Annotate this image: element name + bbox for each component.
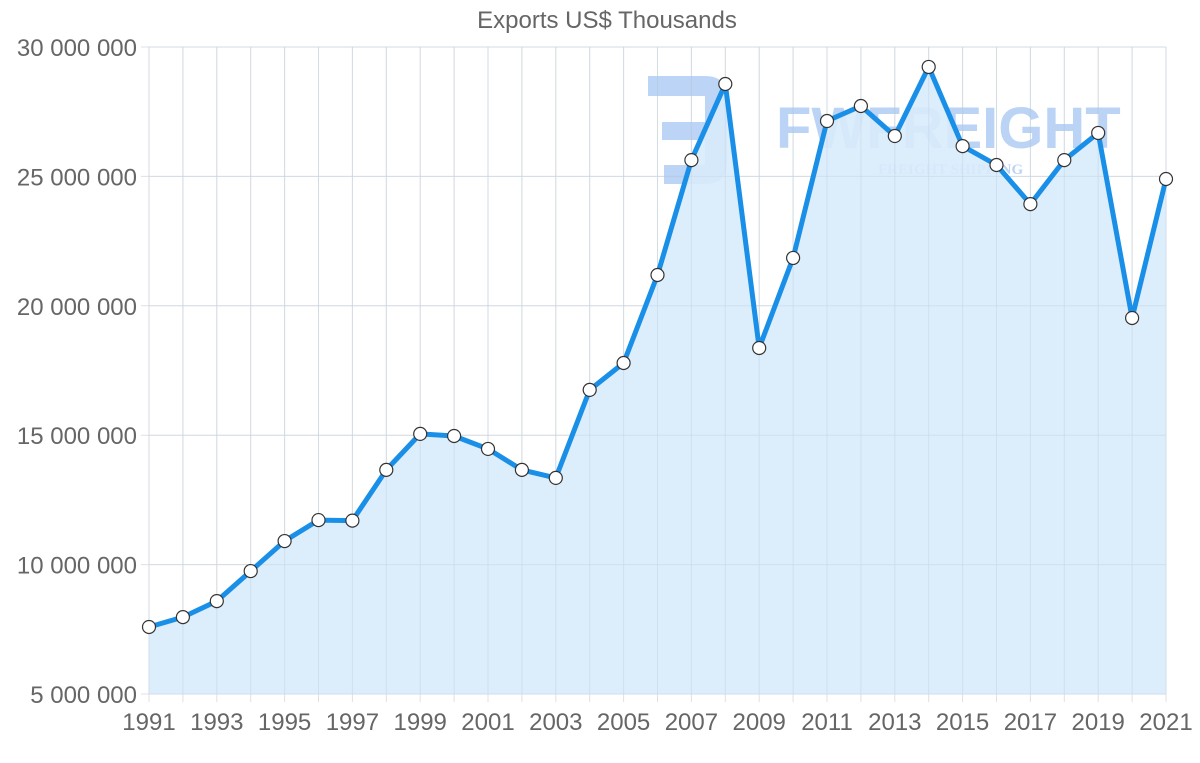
data-point-1997[interactable]	[345, 513, 360, 528]
data-point-2016[interactable]	[989, 157, 1004, 173]
x-tick-label: 2001	[461, 709, 514, 736]
x-tick-label: 2007	[665, 709, 718, 736]
y-tick-label: 25 000 000	[17, 164, 137, 191]
x-tick-label: 2003	[529, 709, 582, 736]
x-tick-label: 1995	[258, 709, 311, 736]
x-tick-label: 2019	[1072, 709, 1125, 736]
data-points	[141, 59, 1174, 635]
x-tick-label: 2017	[1004, 709, 1057, 736]
data-point-2006[interactable]	[650, 267, 665, 283]
data-point-2012[interactable]	[853, 98, 869, 114]
data-point-2019[interactable]	[1091, 125, 1106, 141]
data-point-2004[interactable]	[582, 382, 597, 398]
data-point-2011[interactable]	[819, 113, 835, 129]
x-tick-label: 1997	[326, 709, 379, 736]
data-point-1999[interactable]	[413, 426, 428, 442]
data-point-2005[interactable]	[616, 355, 631, 371]
y-tick-label: 30 000 000	[17, 35, 137, 62]
y-axis: 5 000 000 10 000 000 15 000 000 20 000 000 2…	[17, 35, 137, 709]
data-point-1996[interactable]	[311, 512, 326, 528]
y-tick-label: 10 000 000	[17, 553, 137, 580]
data-point-1994[interactable]	[243, 563, 258, 579]
data-point-2014[interactable]	[921, 59, 936, 75]
x-tick-label: 2005	[597, 709, 650, 736]
data-point-2013[interactable]	[887, 128, 902, 144]
data-point-2007[interactable]	[684, 152, 699, 168]
data-point-2010[interactable]	[785, 250, 801, 266]
data-point-2003[interactable]	[548, 470, 563, 486]
data-point-2020[interactable]	[1124, 310, 1140, 326]
data-point-1993[interactable]	[209, 593, 224, 609]
y-tick-label: 15 000 000	[17, 423, 137, 450]
data-point-1998[interactable]	[379, 462, 394, 477]
y-tick-label: 5 000 000	[30, 682, 137, 709]
x-axis: 1991 1993 1995 1997 1999 2001 2003 2005 2007 2009…	[122, 709, 1192, 736]
data-point-2001[interactable]	[480, 441, 496, 457]
data-point-2000[interactable]	[447, 428, 462, 444]
data-point-1992[interactable]	[175, 610, 190, 625]
data-point-2002[interactable]	[514, 462, 530, 477]
chart-title: Exports US$ Thousands	[477, 7, 737, 34]
x-tick-label: 1993	[190, 709, 243, 736]
x-tick-label: 2015	[936, 709, 989, 736]
y-tick-label: 20 000 000	[17, 294, 137, 321]
data-point-2017[interactable]	[1023, 196, 1038, 212]
x-tick-label: 1991	[122, 709, 175, 736]
data-point-2008[interactable]	[718, 76, 733, 92]
data-point-1991[interactable]	[141, 619, 157, 635]
data-point-2021[interactable]	[1158, 171, 1174, 187]
data-point-2015[interactable]	[955, 139, 970, 154]
x-tick-label: 2021	[1139, 709, 1192, 736]
x-tick-label: 2011	[801, 709, 853, 736]
data-point-2018[interactable]	[1057, 152, 1072, 168]
x-tick-label: 1999	[394, 709, 447, 736]
data-point-2009[interactable]	[752, 340, 767, 356]
x-tick-label: 2009	[733, 709, 786, 736]
x-tick-label: 2013	[868, 709, 921, 736]
data-point-1995[interactable]	[277, 533, 292, 549]
